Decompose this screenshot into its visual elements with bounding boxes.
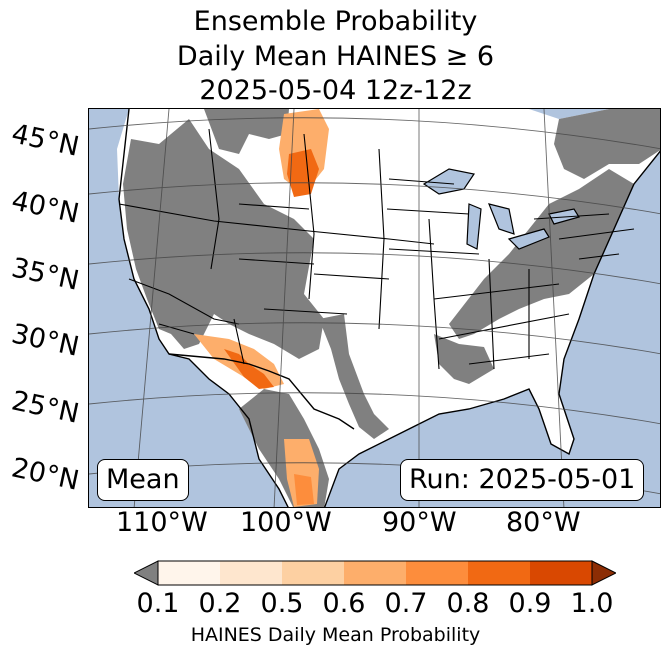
colorbar-tick-label: 1.0 xyxy=(570,588,614,619)
graticule xyxy=(89,109,660,507)
colorbar-tick-label: 0.9 xyxy=(508,588,552,619)
prob-patch-montana-core xyxy=(287,149,319,197)
lat-label-20: 20°N xyxy=(8,452,82,497)
no-data-west xyxy=(123,119,324,359)
no-data-east xyxy=(449,169,634,339)
no-data-southeast xyxy=(434,334,494,384)
colorbar-segment xyxy=(530,561,592,585)
colorbar-segment xyxy=(282,561,344,585)
no-data-texas xyxy=(319,314,389,439)
coastline xyxy=(118,109,660,507)
colorbar-tick-label: 0.6 xyxy=(322,588,366,619)
title-line-3: 2025-05-04 12z-12z xyxy=(199,75,472,106)
lat-label-35: 35°N xyxy=(8,252,82,297)
us-mexico-border xyxy=(168,353,355,430)
colorbar-segment xyxy=(220,561,282,585)
colorbar-tick-label: 0.1 xyxy=(136,588,180,619)
lat-label-30: 30°N xyxy=(8,318,82,363)
lat-label-40: 40°N xyxy=(8,185,82,230)
prob-patch-southwest-core xyxy=(224,349,274,389)
no-data-north-rockies xyxy=(204,109,289,154)
colorbar xyxy=(134,560,616,586)
colorbar-over-arrow xyxy=(591,560,616,586)
map-canvas xyxy=(89,109,660,507)
prob-patch-mexico-core xyxy=(294,474,314,505)
run-date-label: Run: 2025-05-01 xyxy=(400,459,645,501)
lat-label-45: 45°N xyxy=(8,118,82,163)
title-line-2: Daily Mean HAINES ≥ 6 xyxy=(176,41,495,72)
colorbar-tick-label: 0.2 xyxy=(198,588,242,619)
colorbar-segment xyxy=(406,561,468,585)
lon-label-80: 80°W xyxy=(506,507,581,538)
colorbar-label: HAINES Daily Mean Probability xyxy=(190,624,481,646)
state-borders xyxy=(118,128,635,370)
probability-map xyxy=(88,108,661,508)
lon-label-110: 110°W xyxy=(116,507,208,538)
no-data-northeast xyxy=(554,109,660,179)
mean-label: Mean xyxy=(97,459,189,501)
lon-label-100: 100°W xyxy=(240,507,332,538)
lon-label-90: 90°W xyxy=(382,507,457,538)
colorbar-tick-label: 0.5 xyxy=(260,588,304,619)
colorbar-under-arrow xyxy=(134,560,159,586)
lat-label-25: 25°N xyxy=(8,385,82,430)
colorbar-segments xyxy=(158,561,592,585)
title-line-1: Ensemble Probability xyxy=(193,6,478,37)
colorbar-segment xyxy=(158,561,220,585)
colorbar-segment xyxy=(344,561,406,585)
colorbar-tick-label: 0.8 xyxy=(446,588,490,619)
colorbar-tick-label: 0.7 xyxy=(384,588,428,619)
colorbar-segment xyxy=(468,561,530,585)
colorbar-frame xyxy=(157,560,593,586)
